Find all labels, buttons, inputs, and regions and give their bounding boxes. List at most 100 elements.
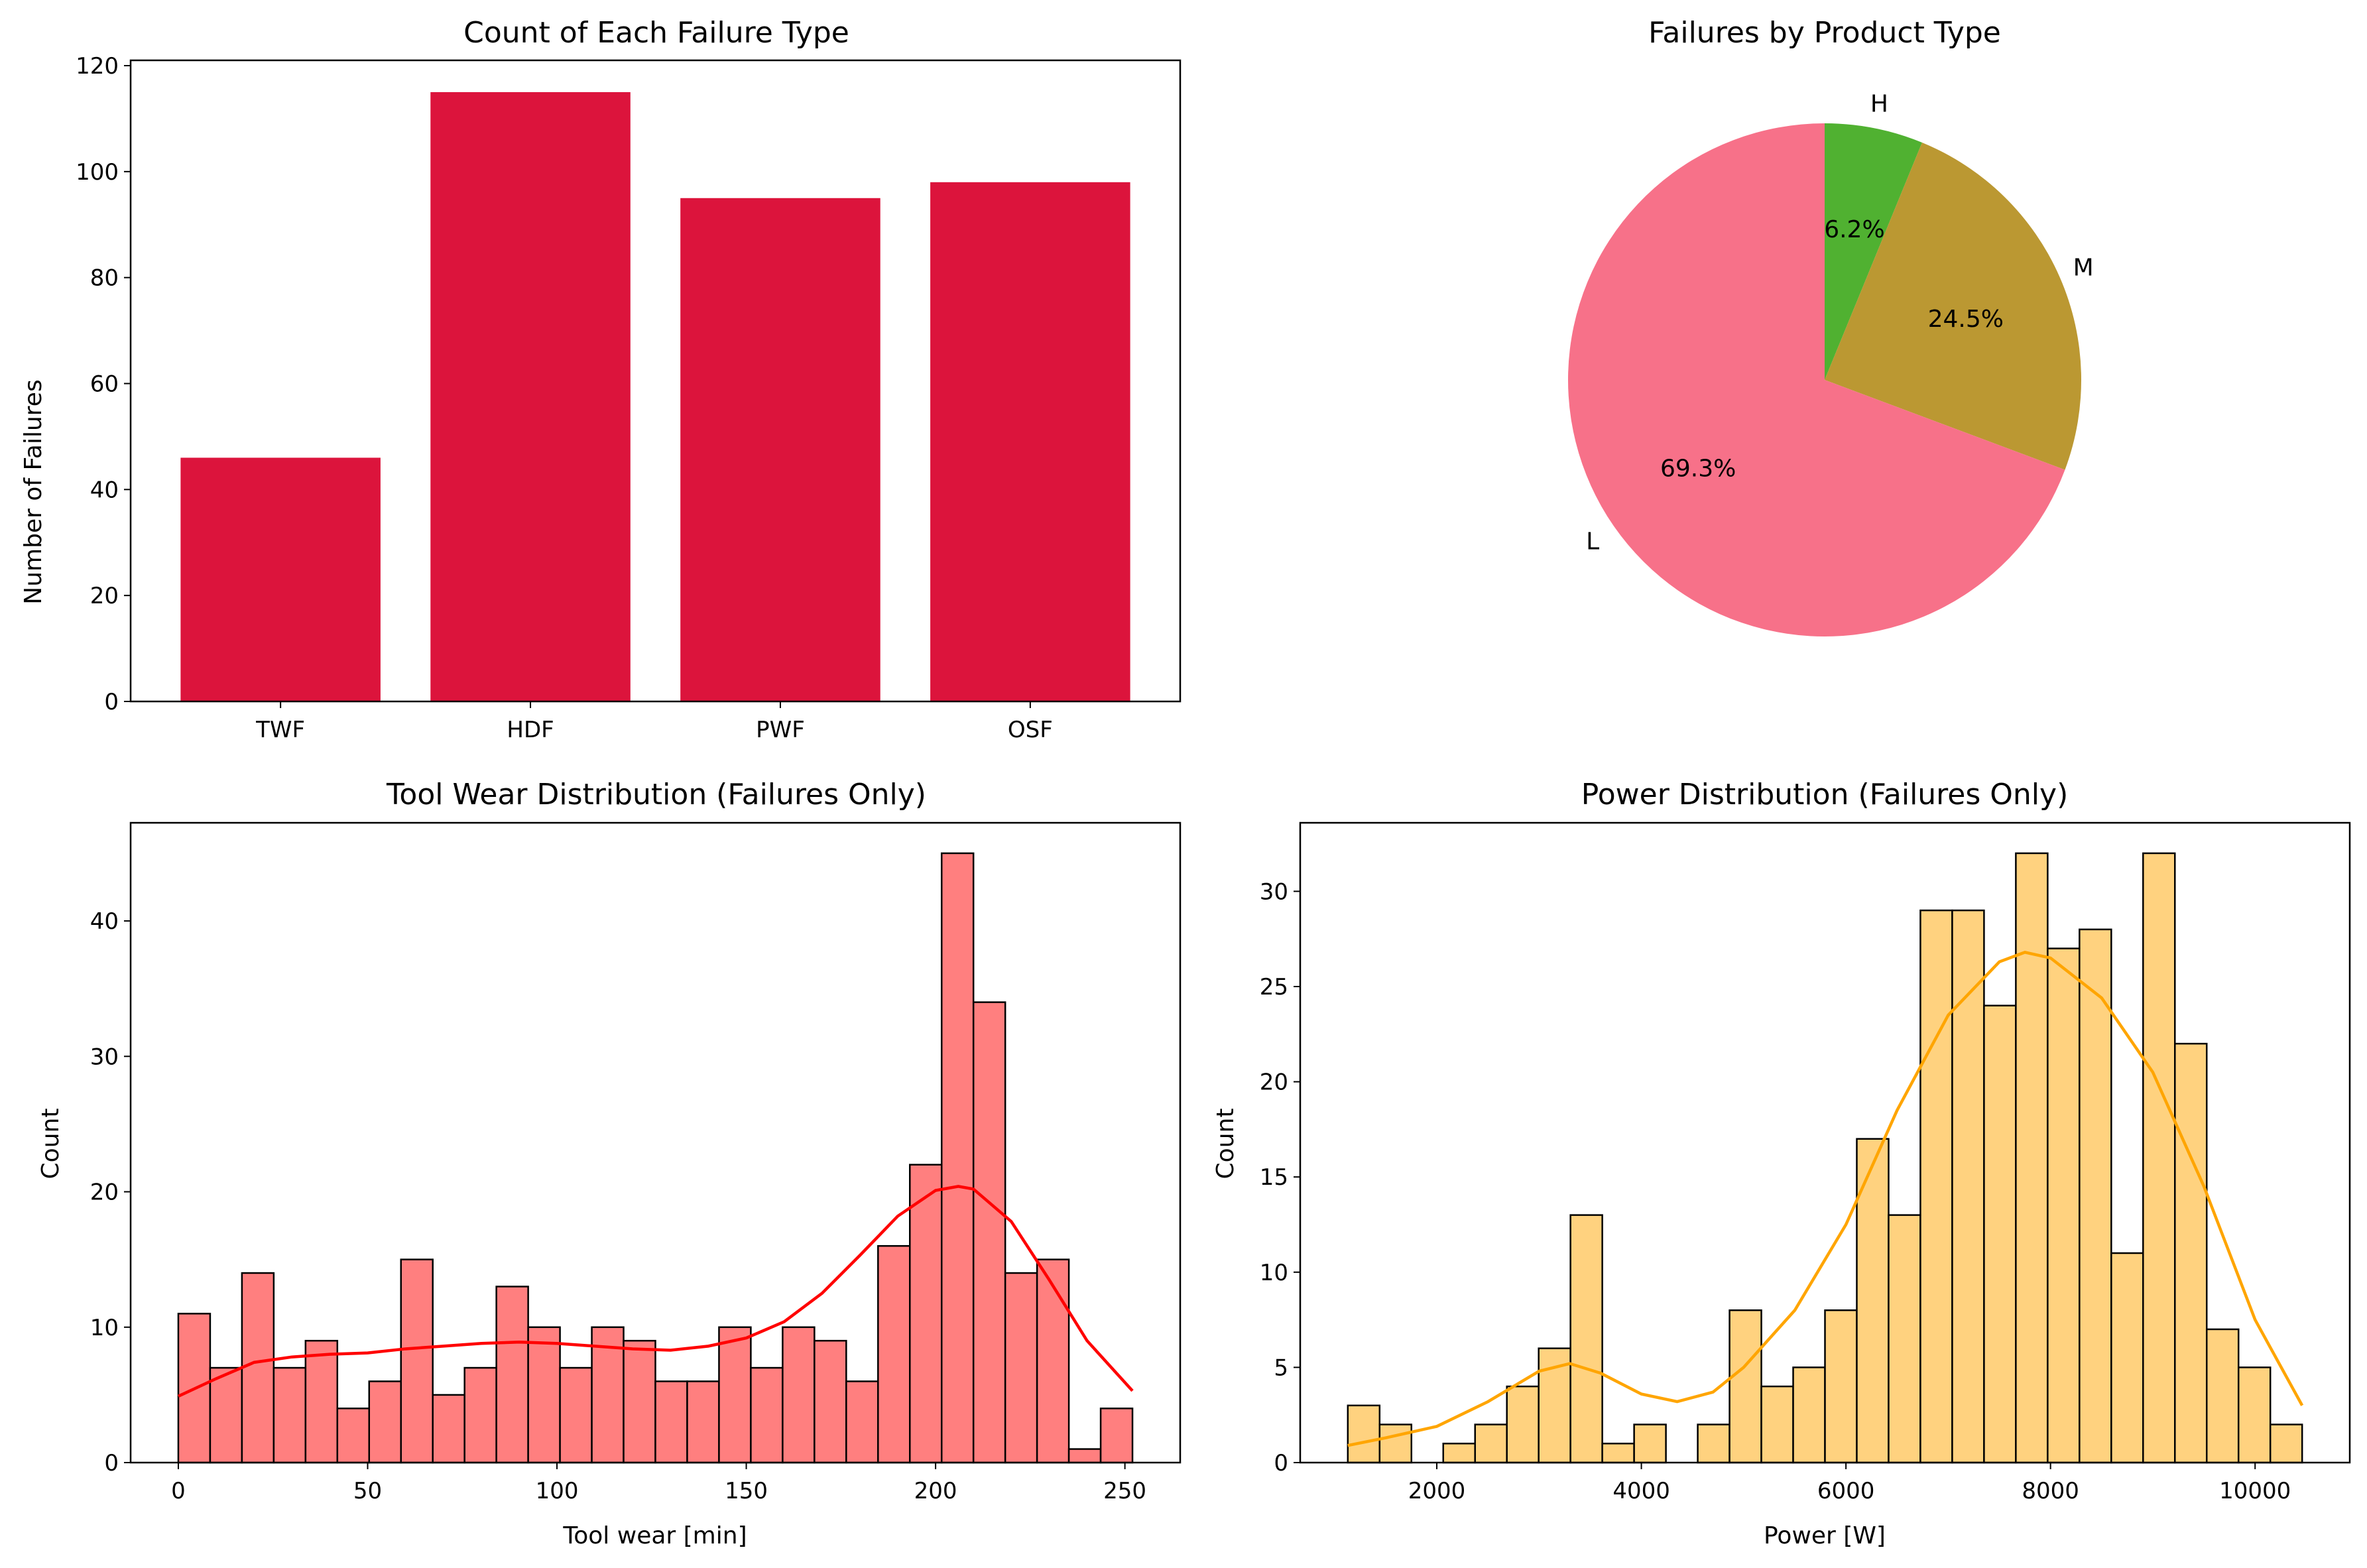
y-tick-label: 30: [1260, 878, 1288, 905]
tool-wear-histogram: Tool Wear Distribution (Failures Only) C…: [37, 778, 1182, 1549]
bar-pwf: [680, 198, 880, 701]
histogram-bin: [654, 1380, 688, 1464]
power-histogram: Power Distribution (Failures Only) Count…: [1212, 778, 2351, 1549]
histogram-bin: [273, 1366, 307, 1464]
x-tick-label: 8000: [2022, 1478, 2079, 1504]
histogram-bin: [1004, 1272, 1038, 1464]
histogram-bin: [2015, 852, 2049, 1464]
histogram-bin: [2079, 928, 2112, 1464]
y-tick-label: 10: [90, 1315, 119, 1341]
histogram-bin: [1856, 1138, 1890, 1464]
histogram-bin: [845, 1380, 879, 1464]
histogram-bin: [940, 852, 975, 1464]
histogram-bin: [559, 1366, 593, 1464]
x-tick-label: 10000: [2219, 1478, 2291, 1504]
histogram-bin: [2110, 1252, 2144, 1464]
pie-percent: 6.2%: [1824, 216, 1884, 243]
histogram-bin: [1067, 1448, 1102, 1464]
histogram-bin: [972, 1001, 1006, 1464]
x-tick-label: 4000: [1612, 1478, 1670, 1504]
pie-percent: 24.5%: [1928, 306, 2004, 333]
y-axis-label: Count: [1212, 1109, 1239, 1179]
histogram-bin: [1760, 1385, 1794, 1464]
product-type-pie-chart: Failures by Product Type H 6.2% M 24.5% L 69.…: [1567, 16, 2094, 637]
bar-osf: [930, 182, 1130, 701]
histogram-bin: [1824, 1309, 1858, 1464]
histogram-bin: [1347, 1404, 1381, 1464]
y-tick-label: 100: [76, 159, 119, 186]
histogram-bin: [336, 1408, 371, 1464]
histogram-bin: [1506, 1385, 1540, 1464]
bar-hdf: [430, 91, 631, 701]
histogram-bin: [2269, 1423, 2303, 1464]
histogram-bin: [2047, 947, 2081, 1464]
histogram-bin: [1442, 1443, 1476, 1464]
y-tick-label: 10: [1260, 1260, 1288, 1286]
y-tick-label: 25: [1260, 974, 1288, 1000]
histogram-bin: [814, 1339, 847, 1464]
histogram-bin: [909, 1164, 943, 1464]
histogram-bin: [1697, 1423, 1730, 1464]
histogram-bin: [1474, 1423, 1508, 1464]
y-tick-label: 120: [76, 53, 119, 80]
histogram-bin: [2142, 852, 2176, 1464]
histogram-bin: [1792, 1366, 1826, 1464]
plot-frame: [1299, 821, 2351, 1464]
histogram-bin: [1569, 1214, 1603, 1464]
bar-twf: [180, 457, 381, 701]
histogram-bin: [2174, 1042, 2208, 1464]
x-tick-label: 100: [536, 1478, 579, 1504]
x-tick-label: 50: [353, 1478, 382, 1504]
y-tick-label: 20: [90, 1179, 119, 1206]
histogram-bin: [1983, 1004, 2017, 1464]
chart-title: Tool Wear Distribution (Failures Only): [386, 778, 926, 812]
chart-title: Failures by Product Type: [1648, 16, 2001, 50]
y-tick-label: 20: [90, 583, 119, 609]
histogram-bin: [1036, 1258, 1070, 1464]
histogram-bin: [1919, 909, 1953, 1464]
chart-title: Power Distribution (Failures Only): [1581, 778, 2069, 812]
y-tick-label: 20: [1260, 1069, 1288, 1096]
histogram-bin: [209, 1366, 243, 1464]
x-tick-label: 150: [725, 1478, 768, 1504]
y-tick-label: 0: [1274, 1450, 1288, 1477]
y-tick-label: 0: [104, 1450, 119, 1477]
histogram-bin: [877, 1244, 911, 1464]
y-tick-label: 30: [90, 1044, 119, 1070]
x-tick-label: TWF: [255, 717, 305, 743]
kde-curve: [178, 1185, 1134, 1398]
x-tick-label: 0: [171, 1478, 186, 1504]
pie-slice-l: [1567, 123, 2065, 637]
chart-title: Count of Each Failure Type: [463, 16, 849, 50]
histogram-bin: [782, 1326, 816, 1464]
kde-curve: [1347, 950, 2304, 1447]
y-axis-label: Number of Failures: [20, 379, 47, 604]
pie-slice-m: [1825, 142, 2081, 470]
x-tick-label: 200: [914, 1478, 957, 1504]
histogram-bin: [1601, 1443, 1635, 1464]
histogram-bin: [1729, 1309, 1762, 1464]
histogram-bin: [2205, 1328, 2240, 1464]
histogram-bin: [241, 1272, 275, 1464]
y-tick-label: 80: [90, 265, 119, 292]
histogram-bin: [1378, 1423, 1413, 1464]
histogram-bin: [2237, 1366, 2272, 1464]
pie-percent: 69.3%: [1660, 455, 1736, 482]
histogram-bin: [463, 1366, 497, 1464]
x-tick-label: 6000: [1817, 1478, 1875, 1504]
x-tick-label: HDF: [507, 717, 554, 743]
pie-label: L: [1586, 528, 1599, 556]
x-tick-label: OSF: [1008, 717, 1053, 743]
pie-label: M: [2073, 255, 2094, 282]
histogram-bin: [1888, 1214, 1921, 1464]
plot-frame: [129, 59, 1182, 703]
histogram-bin: [718, 1326, 752, 1464]
pie-label: H: [1870, 90, 1888, 117]
histogram-bin: [1951, 909, 1985, 1464]
pie-slice-h: [1825, 123, 1922, 380]
x-tick-label: 250: [1103, 1478, 1146, 1504]
histogram-bin: [623, 1339, 656, 1464]
histogram-bin: [527, 1326, 561, 1464]
x-tick-label: PWF: [756, 717, 805, 743]
